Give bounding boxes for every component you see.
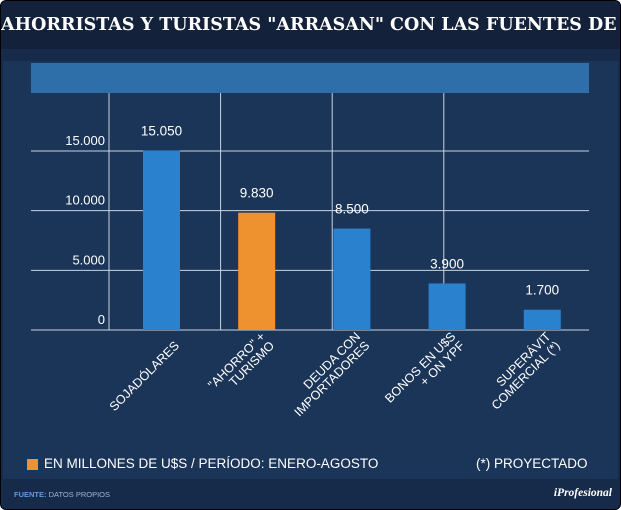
- category-label-line: SOJADÓLARES: [106, 338, 182, 414]
- brand-logo: iProfesional: [553, 487, 612, 499]
- bar: [143, 150, 180, 330]
- legend-swatch: [27, 459, 38, 470]
- y-tick-label: 10.000: [65, 193, 105, 208]
- source-label: FUENTE:: [14, 490, 47, 499]
- value-label: 8.500: [335, 202, 369, 217]
- chart-title: AHORRISTAS Y TURISTAS "ARRASAN" CON LAS …: [1, 1, 620, 49]
- value-label: 15.050: [141, 123, 182, 138]
- value-label: 3.900: [430, 256, 464, 271]
- y-tick-label: 15.000: [65, 133, 105, 148]
- projection-note: (*) PROYECTADO: [476, 456, 588, 471]
- grid-layer: [31, 93, 589, 331]
- legend-label: EN MILLONES DE U$S / PERÍODO: ENERO-AGOS…: [44, 456, 379, 471]
- value-label: 1.700: [525, 283, 559, 298]
- category-label: SOJADÓLARES: [106, 338, 182, 414]
- category-label: "AHORRO" +TURISMO: [205, 329, 277, 392]
- source-line: FUENTE: DATOS PROPIOS: [14, 490, 110, 499]
- source-value: DATOS PROPIOS: [48, 490, 110, 499]
- y-tick-label: 0: [98, 312, 105, 327]
- category-label: BONOS EN U$S+ ON YPF: [382, 329, 468, 405]
- labels-layer: 0 5.000 10.000 15.000 15.050 SOJADÓLARES 9.830…: [65, 123, 563, 419]
- bar: [523, 309, 561, 330]
- header-band: [31, 63, 589, 93]
- value-label: 9.830: [240, 186, 274, 201]
- bar: [238, 212, 276, 330]
- y-tick-label: 5.000: [72, 252, 105, 267]
- bar: [428, 283, 466, 330]
- bar: [333, 228, 371, 330]
- bars-layer: [143, 150, 561, 330]
